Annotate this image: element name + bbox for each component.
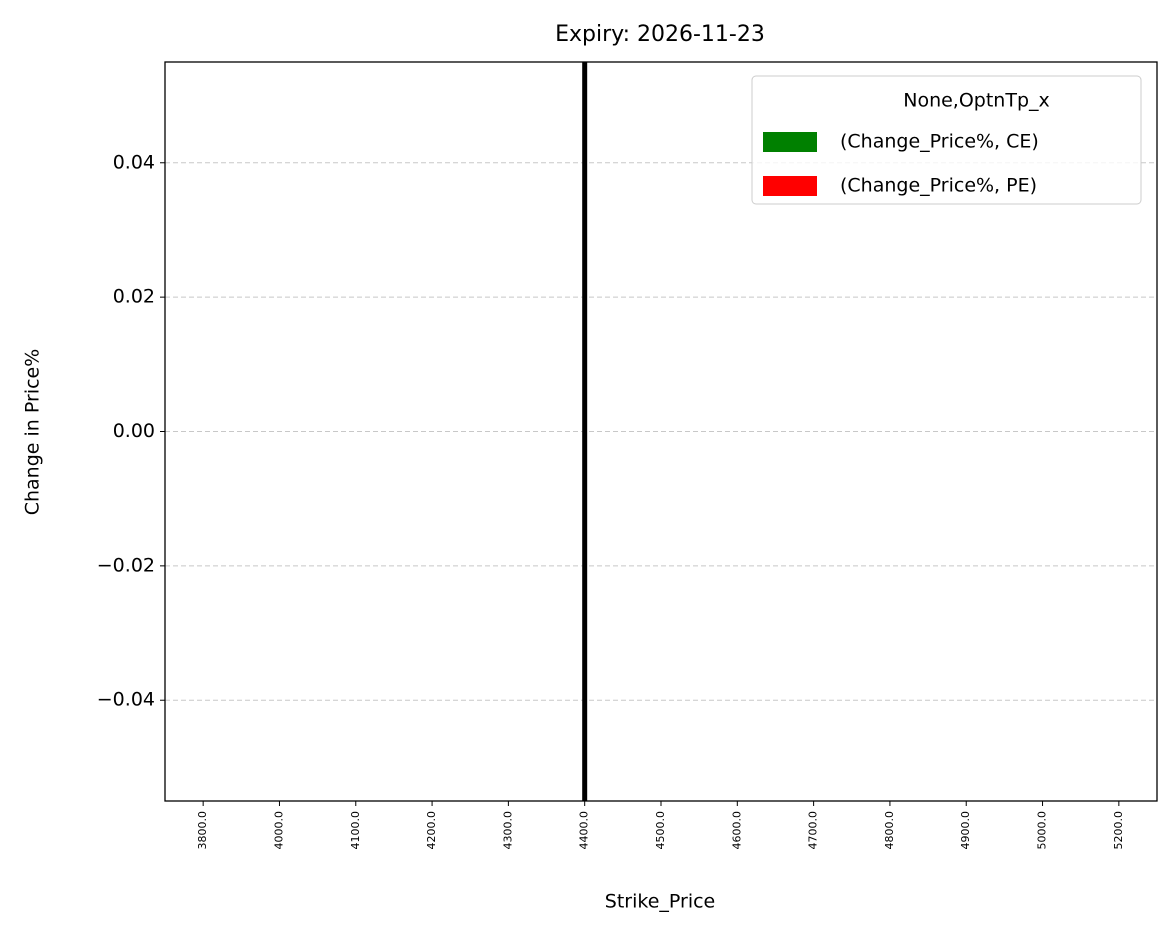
legend-label: (Change_Price%, PE) <box>840 175 1037 197</box>
y-tick-label: 0.02 <box>113 286 155 308</box>
chart-title: Expiry: 2026-11-23 <box>555 22 765 47</box>
y-axis-label: Change in Price% <box>22 349 44 516</box>
y-tick-label: −0.04 <box>97 689 155 711</box>
plot-frame <box>164 61 1158 802</box>
legend-swatch <box>763 132 817 152</box>
y-tick-label: 0.00 <box>113 420 155 442</box>
legend-title: None,OptnTp_x <box>903 90 1050 112</box>
x-tick-label: 4400.0 <box>578 811 591 850</box>
y-tick-label: 0.04 <box>113 151 155 173</box>
x-tick-label: 5200.0 <box>1112 811 1125 850</box>
x-tick-label: 4900.0 <box>959 811 972 850</box>
x-tick-label: 5000.0 <box>1036 811 1049 850</box>
x-tick-label: 4600.0 <box>730 811 743 850</box>
legend-box <box>751 75 1142 205</box>
x-tick-label: 4500.0 <box>654 811 667 850</box>
x-tick-label: 4800.0 <box>883 811 896 850</box>
legend-label: (Change_Price%, CE) <box>840 131 1039 153</box>
x-tick-label: 3800.0 <box>196 811 209 850</box>
legend-swatch <box>763 176 817 196</box>
x-tick-label: 4100.0 <box>349 811 362 850</box>
x-tick-label: 4300.0 <box>501 811 514 850</box>
x-axis-label: Strike_Price <box>605 891 715 913</box>
x-tick-label: 4700.0 <box>807 811 820 850</box>
x-tick-label: 4200.0 <box>425 811 438 850</box>
x-tick-label: 4000.0 <box>272 811 285 850</box>
y-tick-label: −0.02 <box>97 554 155 576</box>
